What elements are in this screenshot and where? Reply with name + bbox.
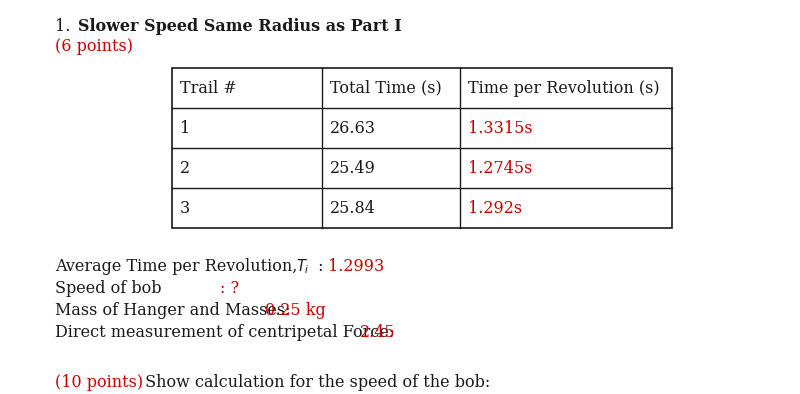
Text: Show calculation for the speed of the bob:: Show calculation for the speed of the bo… bbox=[140, 374, 490, 391]
Bar bbox=[172, 68, 672, 228]
Text: 1.: 1. bbox=[55, 18, 70, 35]
Text: 2.45: 2.45 bbox=[360, 324, 396, 341]
Text: Time per Revolution (s): Time per Revolution (s) bbox=[467, 80, 659, 97]
Text: Speed of bob: Speed of bob bbox=[55, 280, 162, 297]
Text: 1.292s: 1.292s bbox=[467, 199, 522, 216]
Text: Slower Speed Same Radius as Part I: Slower Speed Same Radius as Part I bbox=[78, 18, 402, 35]
Text: 1: 1 bbox=[180, 119, 190, 136]
Text: : ?: : ? bbox=[220, 280, 239, 297]
Text: Total Time (s): Total Time (s) bbox=[330, 80, 442, 97]
Text: Average Time per Revolution,: Average Time per Revolution, bbox=[55, 258, 302, 275]
Text: Direct measurement of centripetal Force:: Direct measurement of centripetal Force: bbox=[55, 324, 399, 341]
Text: 25.84: 25.84 bbox=[330, 199, 376, 216]
Text: 3: 3 bbox=[180, 199, 190, 216]
Text: 25.49: 25.49 bbox=[330, 160, 376, 177]
Text: 26.63: 26.63 bbox=[330, 119, 376, 136]
Text: Mass of Hanger and Masses:: Mass of Hanger and Masses: bbox=[55, 302, 296, 319]
Text: :: : bbox=[313, 258, 334, 275]
Text: 1.3315s: 1.3315s bbox=[467, 119, 532, 136]
Text: 1.2993: 1.2993 bbox=[328, 258, 384, 275]
Text: $T_i$: $T_i$ bbox=[296, 257, 310, 276]
Text: (10 points): (10 points) bbox=[55, 374, 143, 391]
Text: (6 points): (6 points) bbox=[55, 38, 133, 55]
Text: Trail #: Trail # bbox=[180, 80, 237, 97]
Text: 1.2745s: 1.2745s bbox=[467, 160, 532, 177]
Text: 2: 2 bbox=[180, 160, 190, 177]
Text: 0.25 kg: 0.25 kg bbox=[265, 302, 326, 319]
